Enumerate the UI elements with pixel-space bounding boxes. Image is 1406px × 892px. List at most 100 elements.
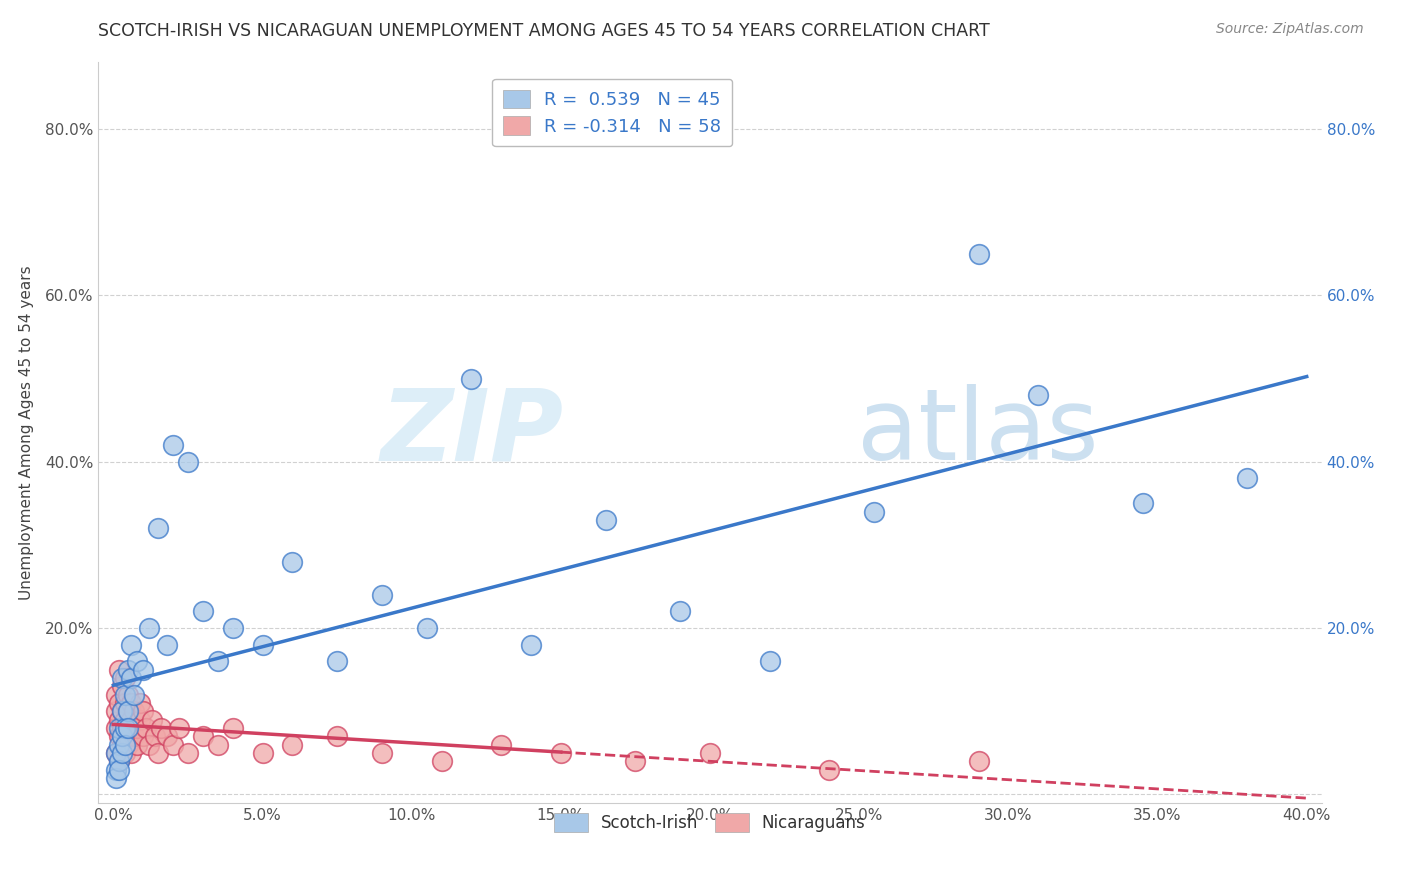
Point [105,746,128,760]
Point [132,729,155,743]
Point [117,729,139,743]
Point [111,729,134,743]
Point [1026,388,1049,402]
Point [460,371,482,385]
Point [105,688,128,702]
Point [138,621,160,635]
Point [146,521,169,535]
Point [114,713,136,727]
Point [326,729,349,743]
Point [207,654,229,668]
Point [146,746,169,760]
Point [177,455,200,469]
Y-axis label: Unemployment Among Ages 45 to 54 years: Unemployment Among Ages 45 to 54 years [18,265,34,600]
Point [550,746,572,760]
Point [114,738,136,752]
Point [122,704,145,718]
Point [156,638,179,652]
Point [371,588,394,602]
Point [162,738,184,752]
Point [122,729,145,743]
Point [138,738,160,752]
Point [129,713,152,727]
Point [489,738,512,752]
Point [108,713,131,727]
Point [177,746,200,760]
Point [150,721,173,735]
Point [114,696,136,710]
Point [111,671,134,685]
Point [108,754,131,768]
Point [430,754,453,768]
Point [117,721,139,735]
Point [326,654,349,668]
Text: Source: ZipAtlas.com: Source: ZipAtlas.com [1216,22,1364,37]
Point [167,721,190,735]
Point [1236,471,1258,485]
Point [415,621,437,635]
Point [111,704,134,718]
Point [114,721,136,735]
Point [111,746,134,760]
Point [207,738,229,752]
Point [624,754,647,768]
Point [108,763,131,777]
Point [1132,496,1154,510]
Point [967,754,990,768]
Point [117,688,139,702]
Point [371,746,394,760]
Point [105,771,128,785]
Point [114,688,136,702]
Point [132,704,155,718]
Point [863,505,886,519]
Point [595,513,617,527]
Point [111,729,134,743]
Point [127,654,149,668]
Point [967,246,990,260]
Point [105,763,128,777]
Point [143,729,166,743]
Point [117,704,139,718]
Point [108,738,131,752]
Point [108,729,131,743]
Point [162,438,184,452]
Point [252,638,274,652]
Point [111,704,134,718]
Point [191,605,214,619]
Text: atlas: atlas [856,384,1098,481]
Point [108,696,131,710]
Text: ZIP: ZIP [380,384,564,481]
Point [105,746,128,760]
Legend: Scotch-Irish, Nicaraguans: Scotch-Irish, Nicaraguans [548,806,872,838]
Point [132,663,155,677]
Point [520,638,543,652]
Point [120,713,142,727]
Point [221,621,243,635]
Point [108,663,131,677]
Point [758,654,780,668]
Point [111,721,134,735]
Point [127,738,149,752]
Point [108,721,131,735]
Point [127,721,149,735]
Text: SCOTCH-IRISH VS NICARAGUAN UNEMPLOYMENT AMONG AGES 45 TO 54 YEARS CORRELATION CH: SCOTCH-IRISH VS NICARAGUAN UNEMPLOYMENT … [98,22,990,40]
Point [141,713,163,727]
Point [108,754,131,768]
Point [281,555,304,569]
Point [122,688,145,702]
Point [669,605,692,619]
Point [117,663,139,677]
Point [252,746,274,760]
Point [191,729,214,743]
Point [105,721,128,735]
Point [699,746,721,760]
Point [114,746,136,760]
Point [135,721,157,735]
Point [111,738,134,752]
Point [818,763,841,777]
Point [221,721,243,735]
Point [105,704,128,718]
Point [117,738,139,752]
Point [114,671,136,685]
Point [120,696,142,710]
